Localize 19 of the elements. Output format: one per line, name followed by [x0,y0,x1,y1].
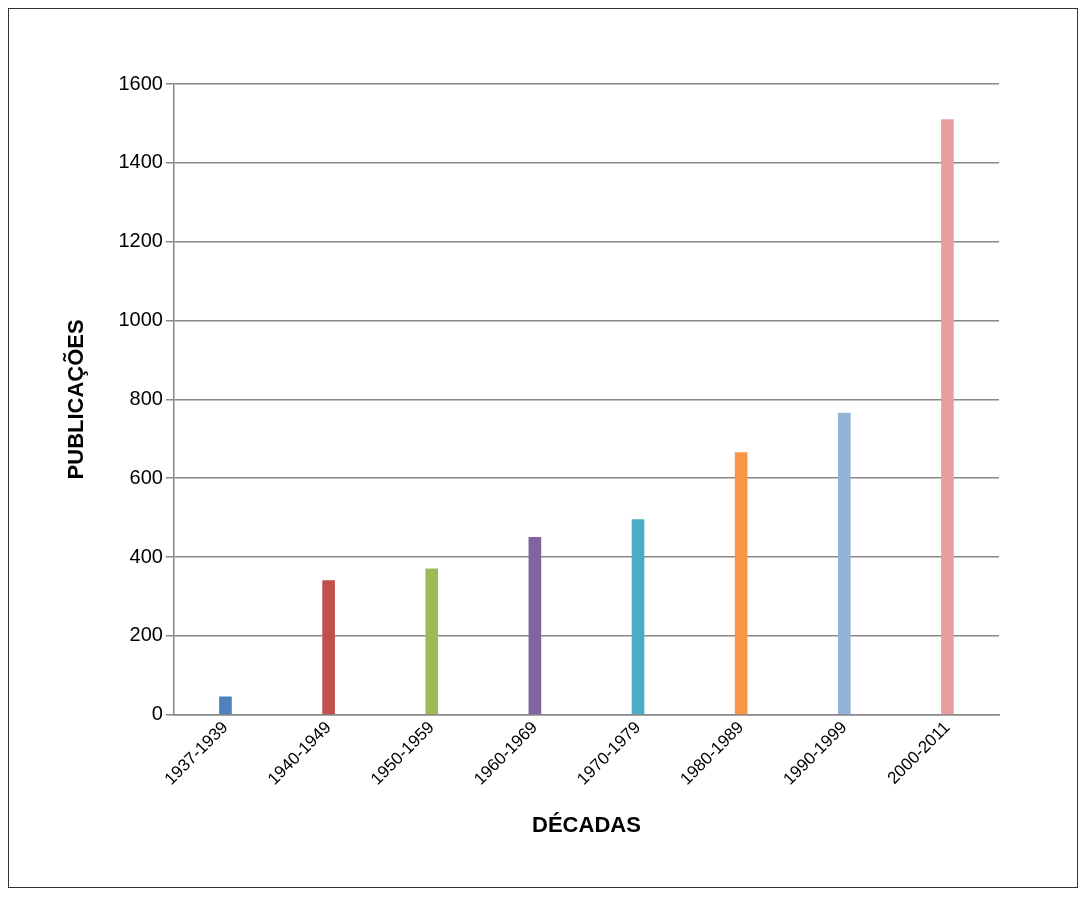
bar [322,580,335,715]
y-tick-label: 1200 [118,229,163,252]
bar [425,568,439,715]
y-tick-label: 200 [129,623,163,646]
y-tick-label: 1000 [118,308,163,331]
bar [631,519,645,715]
y-tick-label: 1400 [118,150,163,173]
bar [941,119,954,715]
y-tick-label: 600 [129,465,163,488]
bar [837,412,851,715]
bar [528,536,542,715]
y-axis-title: PUBLICAÇÕES [63,319,89,480]
y-tick-label: 0 [151,702,163,725]
bar [734,452,748,715]
y-tick-label: 800 [129,386,163,409]
y-tick-label: 1600 [118,71,163,94]
bar [219,696,232,715]
x-axis-title: DÉCADAS [532,811,641,837]
y-tick-label: 400 [129,544,163,567]
